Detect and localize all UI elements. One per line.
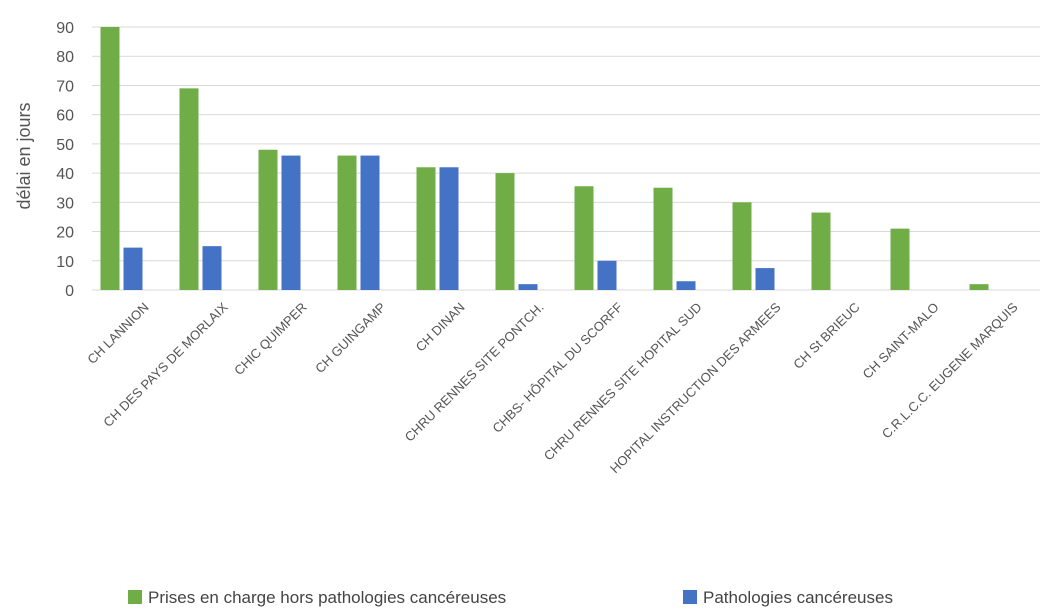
bar-hors-pathologies-5: [495, 173, 515, 290]
bar-pathologies-5: [518, 284, 538, 290]
x-category-label: CH LANNION: [84, 300, 151, 367]
bar-hors-pathologies-7: [653, 187, 673, 290]
y-tick-label: 70: [56, 78, 74, 95]
legend-label: Prises en charge hors pathologies cancér…: [148, 588, 506, 607]
legend-swatch: [128, 590, 142, 604]
x-category-label: CH DINAN: [413, 300, 468, 355]
bar-pathologies-4: [439, 167, 459, 290]
legend: Prises en charge hors pathologies cancér…: [128, 588, 893, 607]
legend-swatch: [683, 590, 697, 604]
bar-hors-pathologies-6: [574, 186, 594, 290]
bar-pathologies-7: [676, 281, 696, 290]
bar-pathologies-0: [123, 247, 143, 290]
x-category-label: CH DES PAYS DE MORLAIX: [100, 299, 231, 430]
bar-pathologies-2: [281, 155, 301, 290]
bar-hors-pathologies-2: [258, 149, 278, 290]
x-category-label: CHIC QUIMPER: [231, 300, 310, 379]
y-axis-title: délai en jours: [14, 102, 34, 209]
bar-hors-pathologies-0: [100, 27, 120, 290]
bar-pathologies-8: [755, 268, 775, 290]
bar-hors-pathologies-11: [969, 284, 989, 290]
bar-hors-pathologies-3: [337, 155, 357, 290]
bar-pathologies-6: [597, 260, 617, 290]
y-tick-label: 30: [56, 195, 74, 212]
y-tick-label: 20: [56, 225, 74, 242]
y-tick-label: 40: [56, 166, 74, 183]
bars: [100, 27, 989, 290]
bar-hors-pathologies-9: [811, 212, 831, 290]
x-category-label: CHBS- HÔPITAL DU SCORFF: [489, 299, 625, 435]
y-tick-label: 10: [56, 254, 74, 271]
x-category-label: C.R.L.C.C. EUGENE MARQUIS: [879, 299, 1021, 441]
x-category-label: CH GUINGAMP: [312, 300, 388, 376]
x-category-label: HOPITAL INSTRUCTION DES ARMEES: [607, 299, 784, 476]
x-category-label: CH St BRIEUC: [790, 300, 862, 372]
legend-label: Pathologies cancéreuses: [703, 588, 893, 607]
gridlines: [92, 26, 1040, 291]
y-tick-label: 0: [65, 283, 74, 300]
x-category-label: CHRU RENNES SITE PONTCH.: [402, 300, 547, 445]
y-tick-label: 90: [56, 20, 74, 37]
x-category-label: CHRU RENNES SITE HOPITAL SUD: [541, 300, 705, 464]
y-tick-label: 60: [56, 108, 74, 125]
y-tick-label: 80: [56, 49, 74, 66]
bar-pathologies-1: [202, 246, 222, 290]
bar-pathologies-3: [360, 155, 380, 290]
bar-hors-pathologies-1: [179, 88, 199, 290]
bar-hors-pathologies-4: [416, 167, 436, 290]
x-category-label: CH SAINT-MALO: [860, 300, 942, 382]
y-tick-label: 50: [56, 137, 74, 154]
bar-hors-pathologies-8: [732, 202, 752, 290]
bar-hors-pathologies-10: [890, 228, 910, 290]
